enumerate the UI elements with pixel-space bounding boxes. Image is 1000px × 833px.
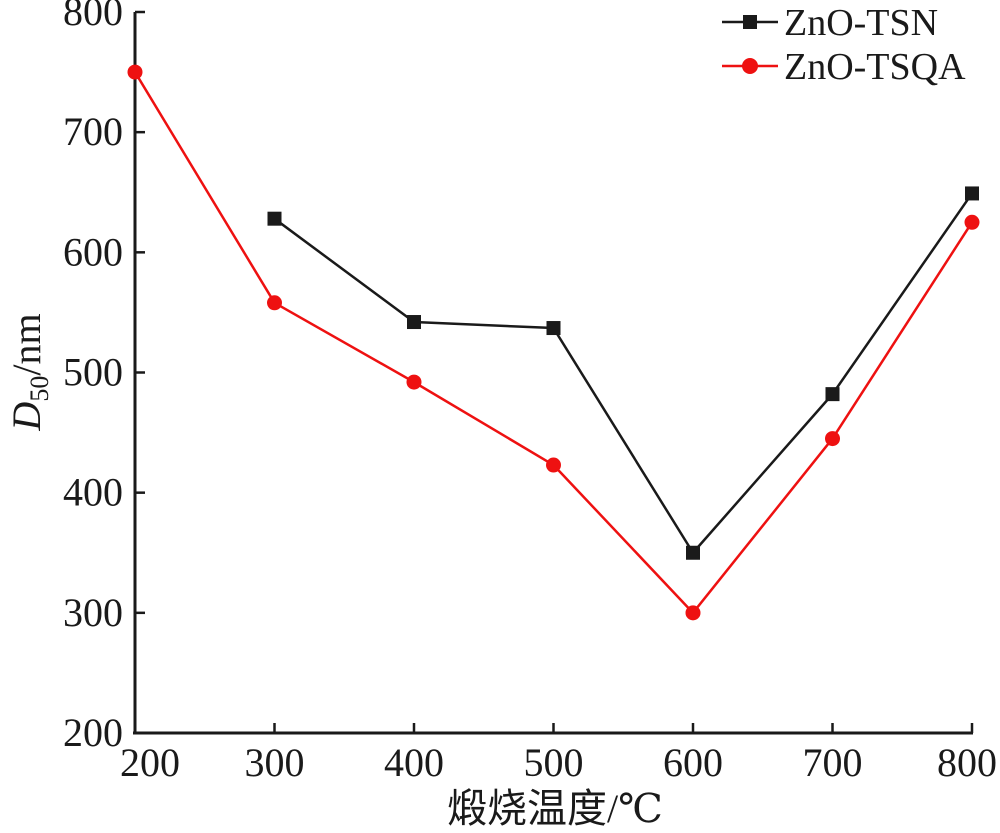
y-axis-title: D50/nm [4,313,54,431]
data-point-circle [406,374,422,390]
y-axis-label-subscript: 50 [25,376,54,402]
data-point-square [825,387,840,402]
x-axis-label: 煅烧温度/℃ [447,786,663,831]
y-tick-label: 400 [63,470,123,515]
data-point-square [407,315,421,330]
y-tick-label: 500 [63,350,123,395]
x-tick-label: 600 [663,740,723,785]
legend-label-zno-tsn: ZnO-TSN [784,2,938,44]
data-point-square [267,211,282,226]
legend-label-zno-tsqa: ZnO-TSQA [784,46,966,88]
x-tick-label: 300 [245,740,305,785]
data-point-square [546,321,561,336]
x-tick-label: 700 [803,740,863,785]
x-tick-label: 400 [384,740,444,785]
data-point-circle [964,214,980,230]
data-point-circle [267,295,282,311]
y-tick-label: 200 [63,710,123,755]
y-axis-label-unit: /nm [4,313,49,375]
x-axis-ticks: 200 300 400 500 600 700 800 [120,723,997,785]
data-point-circle [685,605,701,621]
data-point-circle [127,64,143,80]
y-tick-label: 600 [63,229,123,274]
legend-marker-circle [742,58,758,74]
x-tick-label: 800 [937,740,997,785]
plot-area: 200 300 400 500 600 700 800 200 300 400 500 600 700… [63,0,997,785]
legend: ZnO-TSN ZnO-TSQA [722,2,966,88]
y-axis-label-main: D [4,402,49,432]
data-point-circle [825,431,840,447]
series-layer [127,64,980,621]
legend-item-zno-tsn: ZnO-TSN [722,2,938,44]
data-point-circle [546,457,561,473]
series-zno-tsqa [127,64,980,621]
x-tick-label: 200 [120,740,180,785]
series-zno-tsn [267,186,979,560]
series-line-zno-tsn [273,192,974,554]
legend-item-zno-tsqa: ZnO-TSQA [722,46,966,88]
legend-marker-square [743,15,757,29]
y-tick-label: 300 [63,590,123,635]
y-axis-label: D50/nm [4,313,54,431]
y-tick-label: 800 [63,0,123,34]
y-axis-ticks: 200 300 400 500 600 700 800 [63,0,145,755]
series-line-zno-tsqa [133,71,974,615]
data-point-square [965,186,979,201]
x-tick-label: 500 [524,740,584,785]
x-axis-title: 煅烧温度/℃ [447,786,663,831]
data-point-square [686,545,700,560]
y-tick-label: 700 [63,109,123,154]
